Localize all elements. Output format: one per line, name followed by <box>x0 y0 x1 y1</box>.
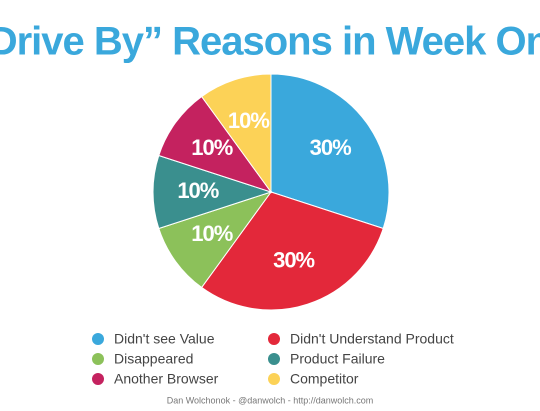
pie-slice <box>200 191 384 311</box>
legend-marker <box>268 353 280 365</box>
legend-label: Competitor <box>290 371 359 387</box>
pie-slice <box>270 73 390 230</box>
legend-label: Product Failure <box>290 351 385 367</box>
slice-label: 10% <box>191 221 232 246</box>
legend-label: Disappeared <box>114 351 193 367</box>
legend-marker <box>92 333 104 345</box>
legend-marker <box>268 373 280 385</box>
pie-slice <box>158 191 273 289</box>
legend-label: Another Browser <box>114 371 219 387</box>
legend-label: Didn't Understand Product <box>290 331 454 347</box>
slice-label: 30% <box>310 135 351 160</box>
legend-label: Didn't see Value <box>114 331 215 347</box>
slice-label: 10% <box>191 135 232 160</box>
slice-label: 10% <box>228 108 269 133</box>
chart-title: “Drive By” Reasons in Week One <box>0 20 540 64</box>
pie-slice <box>158 95 273 193</box>
slice-label: 10% <box>177 178 218 203</box>
pie-slice <box>200 73 272 194</box>
legend-marker <box>92 373 104 385</box>
pie-slice <box>152 154 273 230</box>
footer: Dan Wolchonok - @danwolch - http://danwo… <box>167 395 374 405</box>
slice-label: 30% <box>273 247 314 272</box>
legend-marker <box>92 353 104 365</box>
legend-marker <box>268 333 280 345</box>
